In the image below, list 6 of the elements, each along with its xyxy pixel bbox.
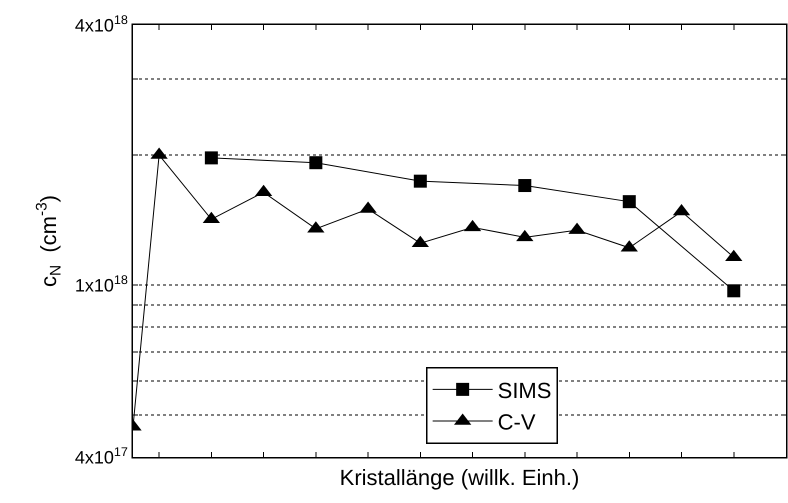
legend-label: SIMS (498, 378, 552, 403)
y-tick-label: 4x10$^{18}$ (74, 12, 128, 36)
legend-label: C-V (498, 410, 536, 435)
y-tick-label: 1x10$^{18}$ (74, 272, 128, 296)
x-axis-title: Kristallänge (willk. Einh.) (340, 464, 580, 490)
y-tick-label: 4x10$^{17}$ (74, 444, 128, 468)
